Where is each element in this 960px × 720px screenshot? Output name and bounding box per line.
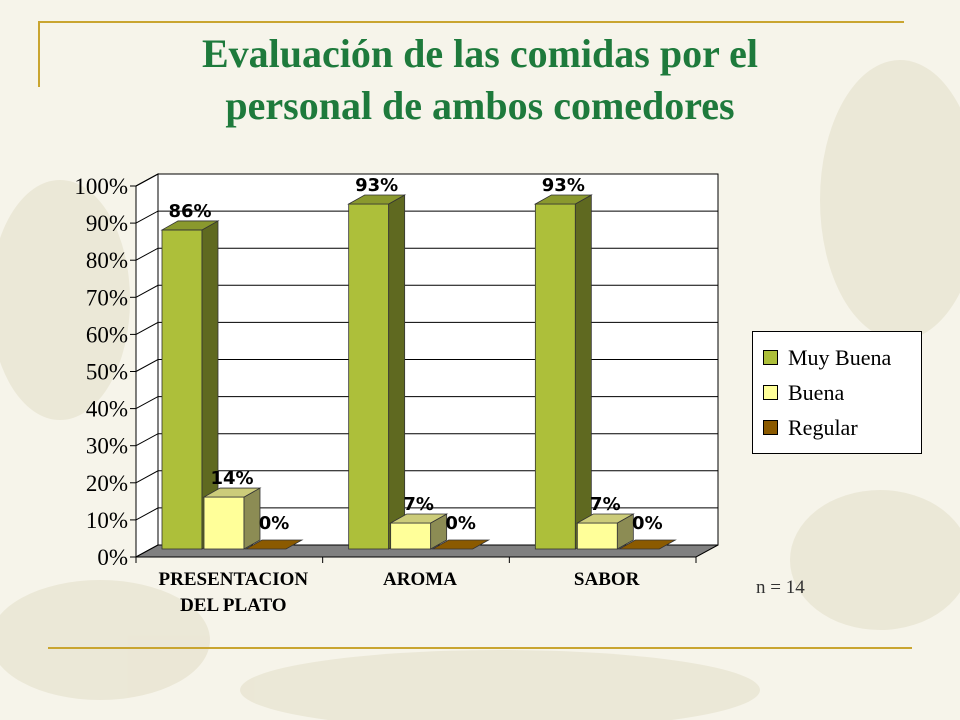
legend-swatch-muy-buena xyxy=(763,350,778,365)
bar-buena xyxy=(390,522,432,550)
data-label-regular: 0% xyxy=(632,513,663,534)
gridline xyxy=(135,321,718,335)
y-tick-label: 50% xyxy=(86,360,128,385)
y-tick-label: 40% xyxy=(86,397,128,422)
data-label-muy-buena: 86% xyxy=(168,201,211,222)
bar-regular xyxy=(244,539,304,550)
legend-item-regular: Regular xyxy=(763,410,921,445)
legend-swatch-regular xyxy=(763,420,778,435)
data-label-buena: 14% xyxy=(210,468,253,489)
bar-top-buena xyxy=(575,513,635,524)
data-label-buena: 7% xyxy=(403,494,434,515)
legend-item-buena: Buena xyxy=(763,375,921,410)
x-category-label: SABOR xyxy=(574,569,640,590)
y-tick-label: 70% xyxy=(86,285,128,310)
bar-side-muy-buena xyxy=(388,194,406,550)
gridline xyxy=(135,210,718,224)
bar-muy-buena xyxy=(161,229,203,550)
gridline xyxy=(135,247,718,261)
data-label-regular: 0% xyxy=(259,513,290,534)
page-title: Evaluación de las comidas por el persona… xyxy=(40,28,920,132)
bar-buena xyxy=(203,496,245,550)
left-rule xyxy=(38,21,40,87)
bar-top-buena xyxy=(202,487,262,498)
y-tick-label: 80% xyxy=(86,248,128,273)
title-line-2: personal de ambos comedores xyxy=(225,83,735,128)
y-tick-label: 0% xyxy=(97,545,128,570)
gridline xyxy=(135,173,718,187)
gridline xyxy=(135,507,718,521)
bar-muy-buena xyxy=(534,203,576,550)
top-rule xyxy=(38,21,904,23)
x-category-label: DEL PLATO xyxy=(180,595,286,616)
bar-top-buena xyxy=(389,513,449,524)
title-line-1: Evaluación de las comidas por el xyxy=(202,31,758,76)
data-label-buena: 7% xyxy=(590,494,621,515)
gridline xyxy=(135,359,718,372)
y-tick-label: 100% xyxy=(74,174,128,199)
gridline xyxy=(135,396,718,410)
bar-top-muy-buena xyxy=(160,220,220,231)
x-category-label: PRESENTACION xyxy=(159,569,309,590)
bar-top-muy-buena xyxy=(347,194,407,205)
legend-label-buena: Buena xyxy=(788,379,845,405)
x-category-label: AROMA xyxy=(383,569,457,590)
y-tick-label: 30% xyxy=(86,434,128,459)
legend-swatch-buena xyxy=(763,385,778,400)
bar-muy-buena xyxy=(348,203,390,550)
y-tick-label: 10% xyxy=(86,508,128,533)
bottom-rule xyxy=(48,647,912,649)
chart-legend: Muy Buena Buena Regular xyxy=(752,331,922,454)
data-label-regular: 0% xyxy=(445,513,476,534)
data-label-muy-buena: 93% xyxy=(542,175,585,196)
bar-side-buena xyxy=(243,487,261,550)
bar-top-muy-buena xyxy=(533,194,593,205)
legend-label-muy-buena: Muy Buena xyxy=(788,344,892,370)
gridline xyxy=(135,284,718,298)
bar-regular xyxy=(617,539,677,550)
y-tick-label: 90% xyxy=(86,211,128,236)
gridline xyxy=(135,433,718,447)
sample-size-note: n = 14 xyxy=(756,577,805,598)
bar-side-muy-buena xyxy=(574,194,592,550)
bar-buena xyxy=(576,522,618,550)
data-label-muy-buena: 93% xyxy=(355,175,398,196)
gridline xyxy=(135,470,718,484)
y-tick-label: 20% xyxy=(86,471,128,496)
y-tick-label: 60% xyxy=(86,322,128,347)
legend-item-muy-buena: Muy Buena xyxy=(763,340,921,375)
legend-label-regular: Regular xyxy=(788,414,858,440)
bar-regular xyxy=(431,539,491,550)
